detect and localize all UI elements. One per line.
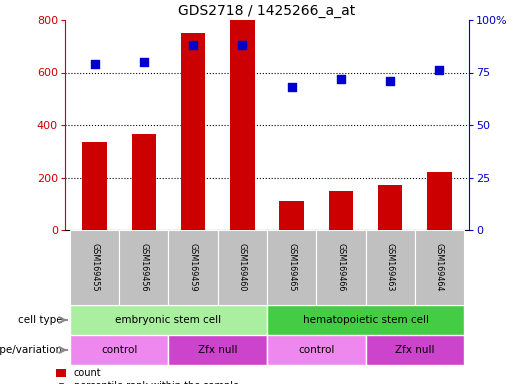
Point <box>238 42 247 48</box>
Bar <box>181 33 205 230</box>
Point <box>140 59 148 65</box>
Text: embryonic stem cell: embryonic stem cell <box>115 315 221 325</box>
Text: GSM169466: GSM169466 <box>336 243 346 292</box>
Text: GSM169460: GSM169460 <box>238 243 247 292</box>
Text: control: control <box>101 345 138 355</box>
Bar <box>366 335 464 365</box>
Legend: count, percentile rank within the sample: count, percentile rank within the sample <box>56 368 239 384</box>
Point <box>337 76 345 82</box>
Bar <box>415 230 464 305</box>
Bar <box>230 20 255 230</box>
Text: GSM169464: GSM169464 <box>435 243 444 292</box>
Bar <box>119 230 168 305</box>
Bar <box>267 335 366 365</box>
Bar <box>168 230 218 305</box>
Bar <box>329 191 353 230</box>
Text: GSM169455: GSM169455 <box>90 243 99 292</box>
Bar <box>366 230 415 305</box>
Bar <box>82 142 107 230</box>
Bar <box>267 305 464 335</box>
Bar <box>267 230 316 305</box>
Text: Zfx null: Zfx null <box>395 345 435 355</box>
Bar <box>70 335 168 365</box>
Bar <box>279 200 304 230</box>
Bar <box>218 230 267 305</box>
Text: GSM169465: GSM169465 <box>287 243 296 292</box>
Bar <box>131 134 156 230</box>
Bar <box>70 305 267 335</box>
Bar <box>316 230 366 305</box>
Text: GSM169463: GSM169463 <box>386 243 394 292</box>
Text: cell type: cell type <box>18 315 62 325</box>
Text: GSM169456: GSM169456 <box>140 243 148 292</box>
Point <box>91 61 99 67</box>
Point <box>287 84 296 90</box>
Point <box>386 78 394 84</box>
Text: genotype/variation: genotype/variation <box>0 345 62 355</box>
Text: GSM169459: GSM169459 <box>188 243 198 292</box>
Title: GDS2718 / 1425266_a_at: GDS2718 / 1425266_a_at <box>178 3 356 18</box>
Text: Zfx null: Zfx null <box>198 345 237 355</box>
Point <box>435 67 443 73</box>
Bar <box>427 172 452 230</box>
Text: control: control <box>298 345 334 355</box>
Bar <box>378 185 403 230</box>
Point <box>189 42 197 48</box>
Text: hematopoietic stem cell: hematopoietic stem cell <box>302 315 428 325</box>
Bar <box>168 335 267 365</box>
Bar <box>70 230 119 305</box>
